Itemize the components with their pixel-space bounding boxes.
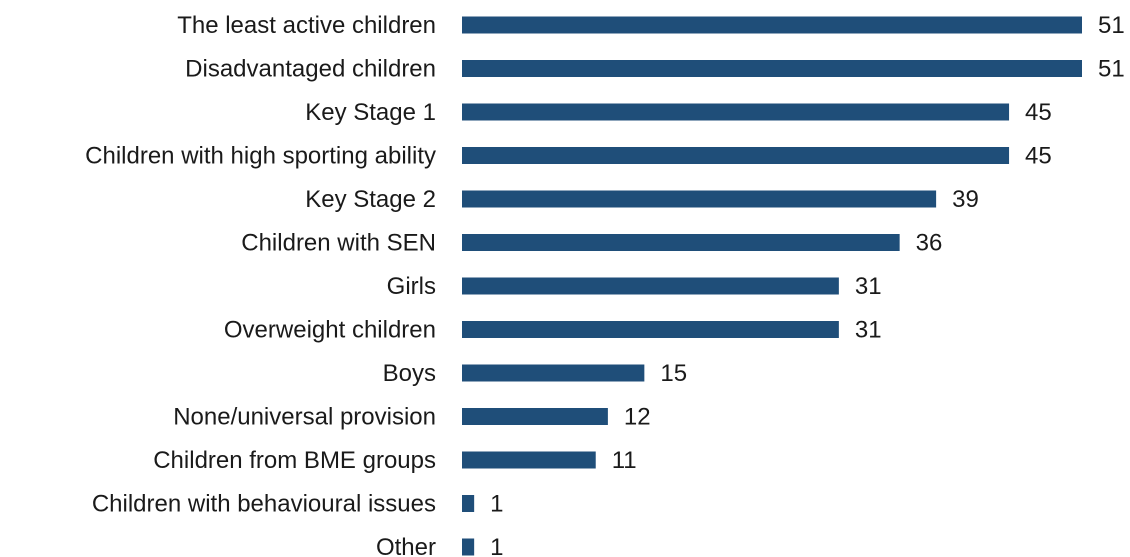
bar-children-with-high-sporting-ability	[462, 147, 1010, 164]
category-label-boys: Boys	[383, 360, 436, 387]
bar-none-universal-provision	[462, 408, 608, 425]
value-label-girls: 31	[855, 273, 882, 300]
category-label-key-stage-1: Key Stage 1	[305, 99, 436, 126]
value-label-children-with-behavioural-issues: 1	[490, 491, 503, 518]
value-label-children-from-bme-groups: 11	[612, 447, 637, 474]
bar-other	[462, 538, 475, 556]
value-label-key-stage-1: 45	[1025, 99, 1052, 126]
bar-the-least-active-children	[462, 16, 1082, 34]
category-label-children-from-bme-groups: Children from BME groups	[153, 447, 436, 474]
value-label-boys: 15	[660, 360, 687, 387]
bar-boys	[462, 364, 645, 382]
category-label-children-with-high-sporting-ability: Children with high sporting ability	[85, 143, 436, 170]
bar-key-stage-1	[462, 103, 1010, 121]
bars-group	[462, 16, 1082, 556]
value-label-disadvantaged-children: 51	[1098, 56, 1125, 83]
category-label-other: Other	[376, 534, 436, 557]
bar-key-stage-2	[462, 190, 937, 208]
bar-overweight-children	[462, 321, 839, 338]
category-label-children-with-behavioural-issues: Children with behavioural issues	[92, 491, 436, 518]
category-label-none-universal-provision: None/universal provision	[173, 404, 436, 431]
bar-children-with-behavioural-issues	[462, 495, 475, 512]
category-labels-group: The least active children Disadvantaged c…	[85, 12, 436, 557]
bar-children-with-sen	[462, 234, 900, 251]
value-label-other: 1	[490, 534, 503, 557]
category-label-children-with-sen: Children with SEN	[241, 230, 436, 257]
value-label-overweight-children: 31	[855, 317, 882, 344]
category-label-girls: Girls	[387, 273, 436, 300]
value-label-none-universal-provision: 12	[624, 404, 651, 431]
category-label-overweight-children: Overweight children	[224, 317, 436, 344]
bar-disadvantaged-children	[462, 60, 1082, 77]
bar-children-from-bme-groups	[462, 451, 596, 469]
value-label-children-with-sen: 36	[916, 230, 943, 257]
value-label-the-least-active-children: 51	[1098, 12, 1125, 39]
value-label-key-stage-2: 39	[952, 186, 979, 213]
category-label-the-least-active-children: The least active children	[177, 12, 436, 39]
category-label-key-stage-2: Key Stage 2	[305, 186, 436, 213]
category-label-disadvantaged-children: Disadvantaged children	[185, 56, 436, 83]
value-label-children-with-high-sporting-ability: 45	[1025, 143, 1052, 170]
bar-girls	[462, 277, 839, 295]
